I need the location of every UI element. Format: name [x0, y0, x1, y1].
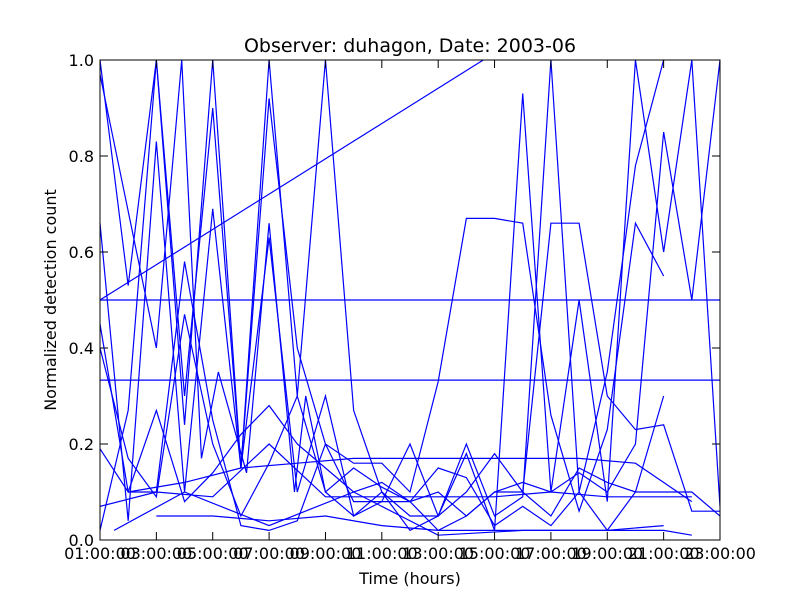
chart-title: Observer: duhagon, Date: 2003-06: [244, 35, 576, 57]
y-tick-label: 0.4: [69, 339, 94, 358]
y-axis-label: Normalized detection count: [41, 189, 60, 411]
series-line-13: [128, 457, 693, 503]
ticks-group: 01:00:0003:00:0005:00:0007:00:0009:00:00…: [64, 51, 756, 563]
y-tick-label: 1.0: [69, 51, 94, 70]
y-tick-label: 0.6: [69, 243, 94, 262]
x-tick-label: 23:00:00: [684, 544, 756, 563]
x-tick-label: 05:00:00: [177, 544, 249, 563]
series-line-7: [100, 60, 720, 518]
x-tick-label: 13:00:00: [402, 544, 474, 563]
series-line-11: [100, 443, 692, 507]
y-tick-label: 0.0: [69, 531, 94, 550]
x-tick-label: 11:00:00: [346, 544, 418, 563]
x-tick-label: 07:00:00: [233, 544, 305, 563]
x-tick-label: 01:00:00: [64, 544, 136, 563]
y-tick-label: 0.8: [69, 147, 94, 166]
series-line-10: [100, 395, 665, 532]
series-line-14: [113, 491, 664, 536]
x-tick-label: 21:00:00: [628, 544, 700, 563]
series-line-12: [156, 515, 692, 536]
x-tick-label: 03:00:00: [120, 544, 192, 563]
series-group: [100, 60, 720, 536]
x-tick-label: 09:00:00: [290, 544, 362, 563]
x-tick-label: 19:00:00: [571, 544, 643, 563]
y-tick-label: 0.2: [69, 435, 94, 454]
x-tick-label: 17:00:00: [515, 544, 587, 563]
plot-frame: [99, 59, 721, 541]
x-tick-label: 15:00:00: [459, 544, 531, 563]
series-line-6: [100, 60, 720, 532]
x-axis-label: Time (hours): [358, 569, 461, 588]
